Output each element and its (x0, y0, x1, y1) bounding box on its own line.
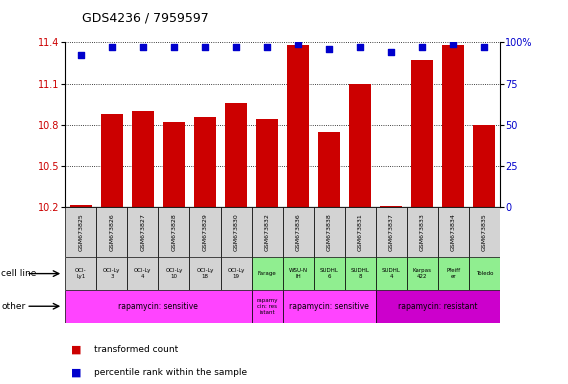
Text: ■: ■ (71, 344, 81, 354)
Point (356, 44, 365, 50)
Bar (283, 290, 375, 323)
Bar (345, 257, 375, 290)
Text: rapamycin: sensitive: rapamycin: sensitive (119, 302, 198, 311)
Bar (158, 257, 190, 290)
Bar (314, 207, 345, 257)
Bar (411, 60, 433, 207)
Text: GSM673837: GSM673837 (389, 214, 394, 251)
Point (107, 44, 116, 50)
Text: percentile rank within the sample: percentile rank within the sample (94, 368, 247, 377)
Bar (442, 45, 464, 207)
Text: Pfeiff
er: Pfeiff er (446, 268, 460, 279)
Bar (190, 257, 220, 290)
Bar (252, 257, 283, 290)
Bar (127, 207, 158, 257)
Bar (469, 257, 500, 290)
Bar (283, 257, 314, 290)
Bar (469, 207, 500, 257)
Bar (381, 206, 402, 207)
Text: OCI-Ly
18: OCI-Ly 18 (197, 268, 214, 279)
Text: GSM673830: GSM673830 (233, 214, 239, 251)
Text: transformed count: transformed count (94, 345, 178, 354)
Text: Toledo: Toledo (475, 271, 493, 276)
Bar (438, 207, 469, 257)
Text: GSM673831: GSM673831 (358, 214, 363, 251)
Bar (132, 111, 154, 207)
Text: OCI-Ly
3: OCI-Ly 3 (103, 268, 120, 279)
Bar (101, 114, 123, 207)
Point (480, 44, 489, 50)
Bar (474, 125, 495, 207)
Bar (375, 290, 500, 323)
Text: SUDHL
8: SUDHL 8 (350, 268, 370, 279)
Bar (127, 257, 158, 290)
Text: GSM673832: GSM673832 (265, 214, 270, 251)
Point (387, 49, 396, 55)
Text: other: other (1, 302, 26, 311)
Point (417, 44, 427, 50)
Point (449, 41, 458, 47)
Bar (252, 207, 283, 257)
Text: SUDHL
4: SUDHL 4 (382, 268, 400, 279)
Bar (97, 257, 127, 290)
Text: OCI-Ly
19: OCI-Ly 19 (227, 268, 245, 279)
Text: GSM673833: GSM673833 (420, 214, 425, 251)
Point (232, 44, 241, 50)
Text: cell line: cell line (1, 269, 36, 278)
Bar (314, 257, 345, 290)
Text: ■: ■ (71, 367, 81, 377)
Bar (345, 207, 375, 257)
Bar (407, 207, 438, 257)
Bar (220, 257, 252, 290)
Bar (256, 119, 278, 207)
Text: rapamy
cin: res
istant: rapamy cin: res istant (256, 298, 278, 314)
Text: OCI-Ly
4: OCI-Ly 4 (134, 268, 152, 279)
Bar (65, 257, 97, 290)
Bar (220, 207, 252, 257)
Bar (158, 207, 190, 257)
Bar (375, 257, 407, 290)
Bar (287, 45, 309, 207)
Point (324, 46, 333, 52)
Bar (283, 207, 314, 257)
Bar (65, 290, 252, 323)
Text: GSM673834: GSM673834 (451, 214, 456, 251)
Text: Karpas
422: Karpas 422 (413, 268, 432, 279)
Text: GSM673835: GSM673835 (482, 214, 487, 251)
Bar (70, 205, 91, 207)
Text: GSM673826: GSM673826 (110, 214, 114, 251)
Text: GDS4236 / 7959597: GDS4236 / 7959597 (82, 12, 209, 25)
Text: rapamycin: sensitive: rapamycin: sensitive (289, 302, 369, 311)
Bar (318, 132, 340, 207)
Text: GSM673836: GSM673836 (295, 214, 300, 251)
Point (169, 44, 178, 50)
Text: GSM673838: GSM673838 (327, 214, 332, 251)
Point (76, 52, 85, 58)
Bar (252, 290, 283, 323)
Text: WSU-N
IH: WSU-N IH (289, 268, 308, 279)
Point (262, 44, 272, 50)
Bar (225, 103, 247, 207)
Point (139, 44, 148, 50)
Text: GSM673825: GSM673825 (78, 214, 83, 251)
Bar (407, 257, 438, 290)
Point (294, 41, 303, 47)
Bar (65, 207, 97, 257)
Bar (349, 84, 371, 207)
Bar (375, 207, 407, 257)
Bar (194, 117, 216, 207)
Point (201, 44, 210, 50)
Bar (190, 207, 220, 257)
Bar (163, 122, 185, 207)
Text: GSM673827: GSM673827 (140, 214, 145, 251)
Text: OCI-Ly
10: OCI-Ly 10 (165, 268, 183, 279)
Text: OCI-
Ly1: OCI- Ly1 (75, 268, 87, 279)
Text: rapamycin: resistant: rapamycin: resistant (398, 302, 478, 311)
Text: GSM673829: GSM673829 (202, 214, 207, 251)
Text: SUDHL
6: SUDHL 6 (320, 268, 339, 279)
Bar (438, 257, 469, 290)
Text: GSM673828: GSM673828 (172, 214, 177, 251)
Bar (97, 207, 127, 257)
Text: Farage: Farage (258, 271, 277, 276)
